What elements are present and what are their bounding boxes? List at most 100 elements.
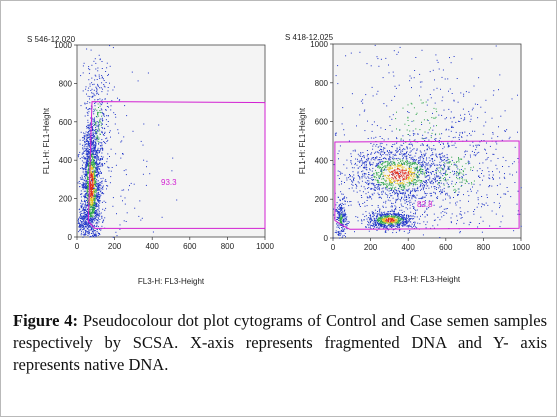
data-point — [95, 123, 97, 125]
data-point — [84, 210, 86, 212]
data-point — [92, 203, 94, 205]
data-point — [91, 229, 93, 231]
data-point — [396, 199, 398, 201]
data-point — [381, 155, 382, 157]
data-point — [141, 217, 143, 219]
data-point — [403, 181, 405, 183]
data-point — [343, 197, 345, 199]
data-point — [397, 173, 399, 175]
data-point — [88, 153, 90, 155]
data-point — [415, 184, 416, 186]
data-point — [102, 177, 104, 179]
data-point — [343, 213, 345, 215]
data-point — [410, 166, 412, 168]
data-point — [395, 179, 397, 181]
data-point — [97, 205, 99, 207]
data-point — [90, 187, 92, 188]
data-point — [362, 170, 364, 172]
data-point — [95, 62, 97, 64]
data-point — [90, 226, 91, 228]
data-point — [94, 141, 96, 143]
data-point — [488, 174, 490, 176]
data-point — [99, 173, 101, 174]
data-point — [432, 112, 433, 114]
data-point — [420, 168, 422, 170]
data-point — [96, 136, 98, 138]
data-point — [94, 230, 96, 231]
data-point — [91, 150, 93, 152]
data-point — [383, 147, 384, 149]
data-point — [88, 169, 90, 171]
x-axis-title: FL3-H: FL3-Height — [138, 277, 205, 286]
data-point — [401, 167, 403, 169]
data-point — [341, 209, 343, 211]
data-point — [399, 191, 401, 193]
data-point — [397, 197, 399, 199]
data-point — [96, 170, 98, 172]
data-point — [119, 99, 121, 101]
data-point — [101, 144, 103, 146]
data-point — [416, 177, 418, 178]
data-point — [439, 167, 441, 169]
data-point — [86, 188, 88, 189]
data-point — [93, 93, 95, 95]
data-point — [100, 87, 102, 89]
data-point — [401, 218, 403, 220]
data-point — [445, 170, 447, 172]
data-point — [409, 192, 411, 194]
data-point — [105, 109, 106, 111]
data-point — [432, 163, 434, 165]
data-point — [385, 154, 387, 156]
data-point — [424, 193, 426, 195]
data-point — [368, 180, 370, 182]
data-point — [439, 182, 440, 184]
data-point — [94, 172, 96, 174]
data-point — [441, 192, 443, 194]
data-point — [416, 184, 418, 185]
data-point — [93, 228, 95, 230]
data-point — [101, 102, 103, 104]
data-point — [98, 189, 100, 191]
data-point — [94, 235, 95, 236]
data-point — [94, 148, 96, 150]
data-point — [86, 221, 88, 223]
data-point — [441, 191, 442, 193]
data-point — [94, 170, 96, 172]
data-point — [92, 151, 94, 153]
data-point — [102, 134, 104, 135]
data-point — [459, 171, 461, 173]
data-point — [375, 212, 377, 214]
data-point — [85, 195, 86, 197]
data-point — [384, 220, 386, 222]
data-point — [404, 221, 406, 223]
data-point — [353, 179, 354, 180]
data-point — [428, 168, 430, 170]
data-point — [96, 79, 98, 80]
data-point — [84, 142, 86, 144]
data-point — [394, 216, 396, 218]
data-point — [387, 225, 389, 227]
data-point — [405, 220, 407, 222]
data-point — [90, 167, 92, 169]
data-point — [442, 178, 444, 180]
data-point — [92, 194, 93, 196]
data-point — [394, 193, 396, 195]
data-point — [95, 211, 97, 213]
data-point — [97, 197, 99, 199]
data-point — [425, 180, 427, 181]
data-point — [411, 172, 413, 174]
data-point — [495, 148, 497, 150]
data-point — [392, 216, 394, 218]
data-point — [388, 215, 390, 216]
data-point — [447, 173, 448, 175]
data-point — [371, 220, 373, 222]
data-point — [388, 168, 390, 170]
data-point — [400, 184, 402, 186]
data-point — [370, 224, 372, 226]
data-point — [406, 155, 408, 157]
data-point — [424, 216, 426, 218]
data-point — [394, 220, 396, 222]
data-point — [369, 168, 370, 170]
data-point — [349, 174, 350, 175]
data-point — [409, 163, 411, 165]
